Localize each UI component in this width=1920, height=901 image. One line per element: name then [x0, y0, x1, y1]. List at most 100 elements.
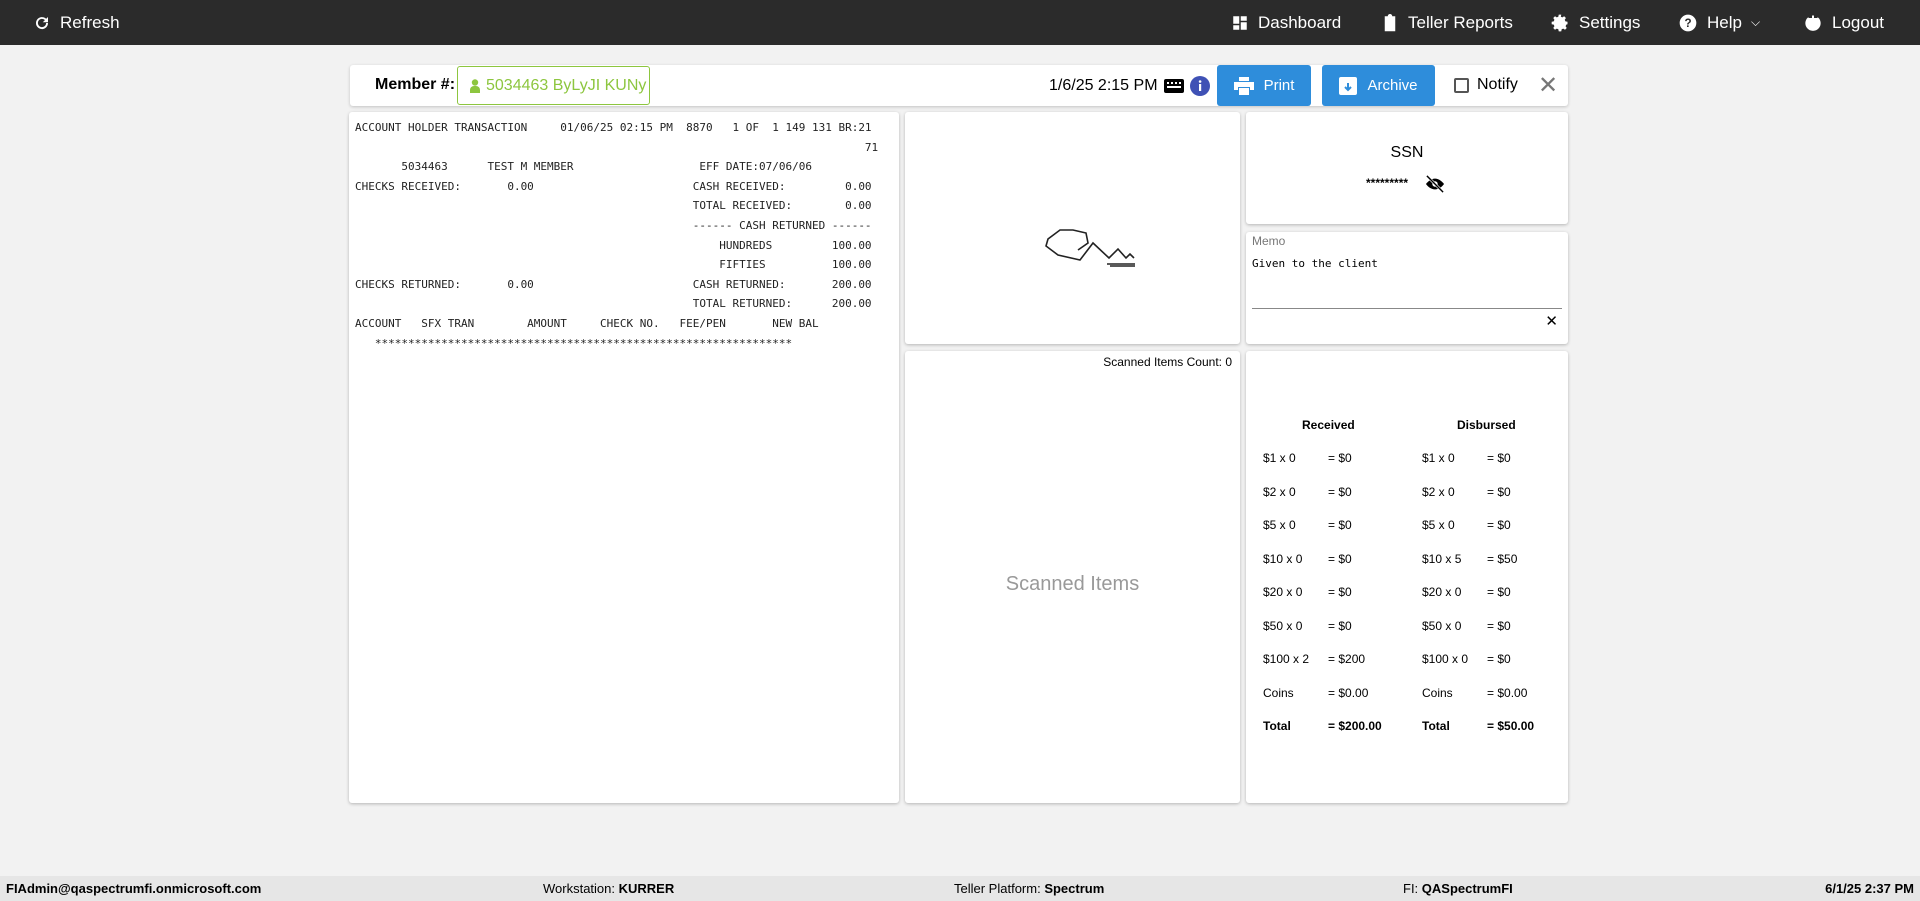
print-button[interactable]: Print	[1217, 65, 1311, 106]
disbursed-denomination: Total	[1422, 719, 1450, 733]
cash-breakdown-panel: Received Disbursed $1 x 0 = $0 $2 x 0 = $0 $…	[1246, 351, 1568, 803]
memo-value: Given to the client	[1252, 257, 1378, 270]
dashboard-button[interactable]: Dashboard	[1231, 0, 1341, 45]
disbursed-denomination: $20 x 0	[1422, 585, 1462, 599]
disbursed-header: Disbursed	[1457, 418, 1516, 432]
platform-label: Teller Platform:	[954, 881, 1045, 896]
workstation-label: Workstation:	[543, 881, 619, 896]
receipt-line: 5034463 TEST M MEMBER EFF DATE:07/06/06	[355, 160, 812, 174]
disbursed-amount: = $0	[1487, 484, 1511, 499]
logout-button[interactable]: Logout	[1803, 0, 1884, 45]
memo-input[interactable]: Given to the client	[1252, 252, 1562, 309]
disbursed-amount: = $0.00	[1487, 685, 1528, 700]
disbursed-denomination: $10 x 5	[1422, 551, 1462, 566]
signature-image	[1045, 229, 1135, 267]
received-denomination: $10 x 0	[1263, 551, 1303, 566]
disbursed-amount: = $0	[1487, 585, 1511, 599]
clear-memo-icon[interactable]: ✕	[1545, 313, 1558, 330]
archive-button[interactable]: Archive	[1322, 65, 1435, 106]
scanned-items-panel: Scanned Items Count: 0 Scanned Items	[905, 351, 1240, 803]
ssn-panel: SSN *********	[1246, 112, 1568, 224]
disbursed-denomination: $5 x 0	[1422, 518, 1455, 532]
refresh-icon	[36, 16, 49, 29]
clipboard-icon	[1384, 13, 1396, 31]
scanned-count: Scanned Items Count: 0	[1103, 355, 1232, 369]
receipt-line: FIFTIES 100.00	[355, 258, 872, 272]
info-icon[interactable]	[1190, 76, 1210, 96]
transaction-datetime: 1/6/25 2:15 PM	[1049, 77, 1158, 94]
receipt-line: 71	[355, 140, 879, 154]
received-amount: = $0	[1328, 551, 1352, 566]
receipt-line: CHECKS RECEIVED: 0.00 CASH RECEIVED: 0.0…	[355, 179, 872, 193]
member-header: Member #: 5034463 ByLyJI KUNy 1/6/25 2:1…	[350, 65, 1568, 106]
received-denomination: $50 x 0	[1263, 618, 1303, 633]
disbursed-denomination: $50 x 0	[1422, 618, 1462, 633]
notify-checkbox[interactable]: Notify	[1454, 76, 1518, 94]
footer-platform: Teller Platform: Spectrum	[954, 881, 1104, 896]
member-value: 5034463 ByLyJI KUNy	[486, 76, 647, 94]
signature-panel	[905, 112, 1240, 344]
chevron-down-icon: ⌵	[1750, 15, 1761, 29]
dashboard-label: Dashboard	[1258, 12, 1342, 32]
disbursed-denomination: $1 x 0	[1422, 451, 1455, 465]
teller-reports-button[interactable]: Teller Reports	[1381, 0, 1513, 45]
settings-label: Settings	[1579, 12, 1641, 32]
user-icon	[470, 78, 480, 93]
settings-button[interactable]: Settings	[1550, 0, 1640, 45]
receipt-text: ACCOUNT HOLDER TRANSACTION 01/06/25 02:1…	[349, 112, 899, 359]
close-icon[interactable]: ✕	[1538, 72, 1559, 99]
memo-panel: Memo Given to the client ✕	[1246, 232, 1568, 344]
archive-label: Archive	[1367, 77, 1418, 94]
ssn-value: *********	[1366, 176, 1409, 190]
footer-fi: FI: QASpectrumFI	[1403, 881, 1513, 896]
logout-label: Logout	[1832, 12, 1884, 32]
print-label: Print	[1263, 77, 1295, 94]
disbursed-amount: = $0	[1487, 451, 1511, 465]
platform-value: Spectrum	[1044, 881, 1105, 896]
receipt-panel: ACCOUNT HOLDER TRANSACTION 01/06/25 02:1…	[349, 112, 899, 803]
received-denomination: $20 x 0	[1263, 585, 1303, 599]
received-amount: = $0	[1328, 618, 1352, 633]
fi-value: QASpectrumFI	[1421, 881, 1513, 896]
keyboard-icon[interactable]	[1164, 79, 1184, 93]
disbursed-denomination: Coins	[1422, 685, 1453, 700]
checkbox-icon	[1454, 77, 1469, 93]
fi-label: FI:	[1403, 881, 1422, 896]
refresh-label: Refresh	[60, 12, 120, 32]
disbursed-amount: = $0	[1487, 618, 1511, 633]
receipt-line: ACCOUNT HOLDER TRANSACTION 01/06/25 02:1…	[355, 121, 872, 134]
member-field[interactable]: 5034463 ByLyJI KUNy	[457, 66, 650, 105]
received-amount: = $0	[1328, 518, 1352, 532]
received-amount: = $0	[1328, 484, 1352, 499]
receipt-line: HUNDREDS 100.00	[355, 238, 872, 252]
teller-reports-label: Teller Reports	[1408, 12, 1513, 32]
received-amount: = $200	[1328, 652, 1366, 666]
refresh-button[interactable]: Refresh	[33, 0, 120, 45]
dashboard-icon	[1233, 15, 1247, 30]
received-amount: = $200.00	[1328, 719, 1382, 733]
receipt-line: TOTAL RETURNED: 200.00	[355, 297, 872, 311]
disbursed-amount: = $0	[1487, 518, 1511, 532]
help-label: Help	[1707, 12, 1742, 32]
received-denomination: $1 x 0	[1263, 451, 1296, 465]
received-amount: = $0	[1328, 585, 1352, 599]
workstation-value: KURRER	[618, 881, 675, 896]
disbursed-amount: = $50	[1487, 551, 1518, 566]
footer-workstation: Workstation: KURRER	[543, 881, 674, 896]
received-denomination: $100 x 2	[1263, 652, 1310, 666]
notify-label: Notify	[1477, 76, 1518, 93]
gear-icon	[1551, 14, 1568, 31]
svg-text:?: ?	[1684, 17, 1691, 30]
help-button[interactable]: ? Help ⌵	[1678, 0, 1760, 45]
ssn-title: SSN	[1390, 144, 1424, 161]
received-amount: = $0	[1328, 451, 1352, 465]
receipt-line: TOTAL RECEIVED: 0.00	[355, 199, 872, 213]
footer-datetime: 6/1/25 2:37 PM	[1825, 881, 1914, 896]
status-bar: FIAdmin@qaspectrumfi.onmicrosoft.com Wor…	[0, 876, 1920, 901]
receipt-line: ****************************************…	[355, 336, 793, 350]
eye-off-icon[interactable]	[1424, 175, 1446, 193]
help-icon: ?	[1679, 14, 1697, 31]
received-amount: = $0.00	[1328, 685, 1369, 700]
received-denomination: $5 x 0	[1263, 518, 1296, 532]
printer-icon	[1233, 76, 1254, 95]
